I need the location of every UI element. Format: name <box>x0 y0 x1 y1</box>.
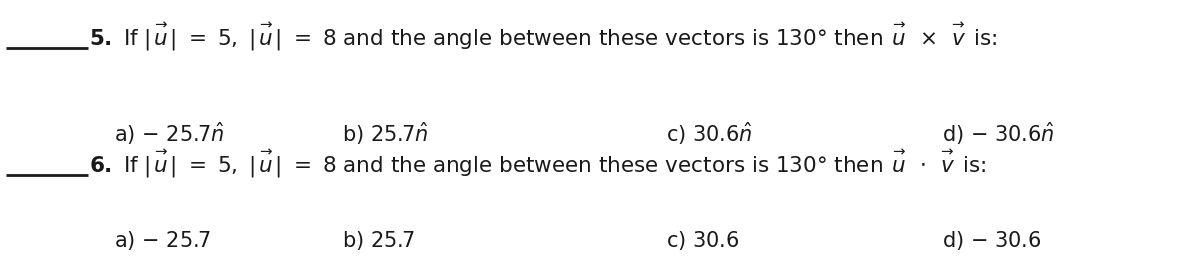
Text: b) $25.7$: b) $25.7$ <box>342 229 415 252</box>
Text: a) $-\ 25.7$: a) $-\ 25.7$ <box>114 229 211 252</box>
Text: $\mathbf{5.}$ If $|\overset{\rightarrow}{u}|\ =\ 5,\ |\overset{\rightarrow}{u}|\: $\mathbf{5.}$ If $|\overset{\rightarrow}… <box>89 19 997 53</box>
Text: d) $-\ 30.6\hat{n}$: d) $-\ 30.6\hat{n}$ <box>942 120 1055 147</box>
Text: d) $-\ 30.6$: d) $-\ 30.6$ <box>942 229 1042 252</box>
Text: b) $25.7\hat{n}$: b) $25.7\hat{n}$ <box>342 120 428 147</box>
Text: c) $30.6$: c) $30.6$ <box>666 229 739 252</box>
Text: c) $30.6\hat{n}$: c) $30.6\hat{n}$ <box>666 120 752 147</box>
Text: $\mathbf{6.}$ If $|\overset{\rightarrow}{u}|\ =\ 5,\ |\overset{\rightarrow}{u}|\: $\mathbf{6.}$ If $|\overset{\rightarrow}… <box>89 146 986 180</box>
Text: a) $-\ 25.7\hat{n}$: a) $-\ 25.7\hat{n}$ <box>114 120 224 147</box>
